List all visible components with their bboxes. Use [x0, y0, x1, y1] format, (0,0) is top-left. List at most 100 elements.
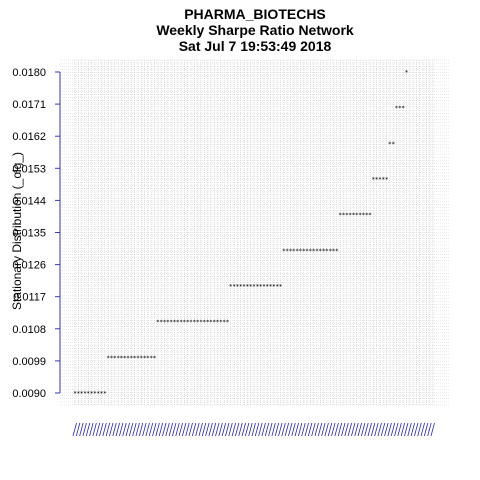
x-tick-label	[394, 422, 399, 437]
x-tick-label	[407, 422, 412, 437]
x-tick-label	[324, 422, 329, 437]
data-point: *	[80, 391, 83, 398]
x-tick-label	[301, 422, 306, 437]
x-tick-label	[235, 422, 240, 437]
x-tick-label	[261, 422, 266, 437]
x-tick-label	[390, 422, 396, 437]
data-point: *	[289, 248, 292, 255]
x-tick-label	[99, 422, 104, 437]
data-point: *	[259, 284, 262, 291]
data-point: *	[262, 284, 265, 291]
data-point: *	[253, 284, 256, 291]
x-tick-label	[115, 422, 120, 437]
data-point: *	[166, 319, 169, 326]
x-tick-label	[430, 422, 435, 437]
x-tick-label	[364, 422, 369, 437]
y-tick-label: 0.0126	[12, 260, 46, 272]
y-tick-label: 0.0108	[12, 324, 46, 336]
x-tick-label	[307, 422, 313, 437]
data-point: *	[209, 319, 212, 326]
data-point: *	[117, 355, 120, 362]
data-point: *	[150, 355, 153, 362]
x-tick-label	[172, 422, 177, 437]
data-point: *	[359, 212, 362, 219]
data-point: *	[279, 284, 282, 291]
x-tick-label	[251, 422, 256, 437]
x-tick-label	[387, 422, 392, 437]
x-tick-label	[112, 422, 117, 437]
x-tick-label	[109, 422, 114, 437]
x-tick-label	[374, 422, 379, 437]
x-tick-label	[191, 422, 197, 437]
x-tick-label	[414, 422, 419, 437]
data-point: *	[352, 212, 355, 219]
x-tick-label	[128, 422, 134, 437]
data-point: *	[302, 248, 305, 255]
data-point: *	[355, 212, 358, 219]
x-tick-label	[427, 422, 432, 437]
x-tick-label	[410, 422, 415, 437]
x-tick-label	[367, 422, 372, 437]
data-point: *	[276, 284, 279, 291]
x-tick-label	[354, 422, 359, 437]
data-point: *	[83, 391, 86, 398]
data-point: *	[325, 248, 328, 255]
data-point: *	[246, 284, 249, 291]
data-point: *	[183, 319, 186, 326]
x-tick-label	[155, 422, 160, 437]
data-point: *	[332, 248, 335, 255]
data-point: *	[372, 177, 375, 184]
x-tick-label	[221, 422, 227, 437]
data-point: *	[180, 319, 183, 326]
data-point: *	[173, 319, 176, 326]
x-tick-label	[175, 422, 180, 437]
x-tick-label	[420, 422, 425, 437]
data-point: *	[123, 355, 126, 362]
data-point: *	[296, 248, 299, 255]
y-tick-label: 0.0171	[12, 99, 46, 111]
x-tick-label	[347, 422, 353, 437]
x-tick-label	[142, 422, 147, 437]
x-tick-label	[85, 422, 91, 437]
data-point: *	[405, 70, 408, 77]
x-tick-label	[400, 422, 406, 437]
x-tick-label	[264, 422, 270, 437]
chart-title-line-2: Weekly Sharpe Ratio Network	[156, 22, 354, 38]
data-point: *	[97, 391, 100, 398]
x-tick-label	[95, 422, 101, 437]
x-tick-label	[125, 422, 130, 437]
x-tick-label	[102, 422, 107, 437]
data-point: *	[299, 248, 302, 255]
data-point: *	[163, 319, 166, 326]
data-point: *	[190, 319, 193, 326]
x-tick-label	[79, 422, 84, 437]
x-tick-label	[75, 422, 81, 437]
x-tick-label	[254, 422, 260, 437]
y-tick-label: 0.0099	[12, 356, 46, 368]
data-point: *	[223, 319, 226, 326]
data-point: *	[266, 284, 269, 291]
x-tick-label	[89, 422, 94, 437]
x-tick-label	[361, 422, 366, 437]
data-point: *	[272, 284, 275, 291]
x-tick-label	[370, 422, 376, 437]
data-point: *	[256, 284, 259, 291]
x-tick-label	[334, 422, 339, 437]
x-tick-label	[72, 422, 77, 437]
x-tick-label	[357, 422, 362, 437]
x-tick-label	[291, 422, 296, 437]
x-tick-label	[218, 422, 223, 437]
data-point: *	[103, 391, 106, 398]
data-point: *	[74, 391, 77, 398]
x-tick-label	[225, 422, 230, 437]
data-point: *	[395, 105, 398, 112]
x-tick-label	[132, 422, 137, 437]
data-point: *	[133, 355, 136, 362]
x-tick-label	[271, 422, 276, 437]
x-tick-label	[188, 422, 193, 437]
x-tick-label	[248, 422, 253, 437]
x-tick-label	[241, 422, 246, 437]
x-tick-label	[231, 422, 236, 437]
